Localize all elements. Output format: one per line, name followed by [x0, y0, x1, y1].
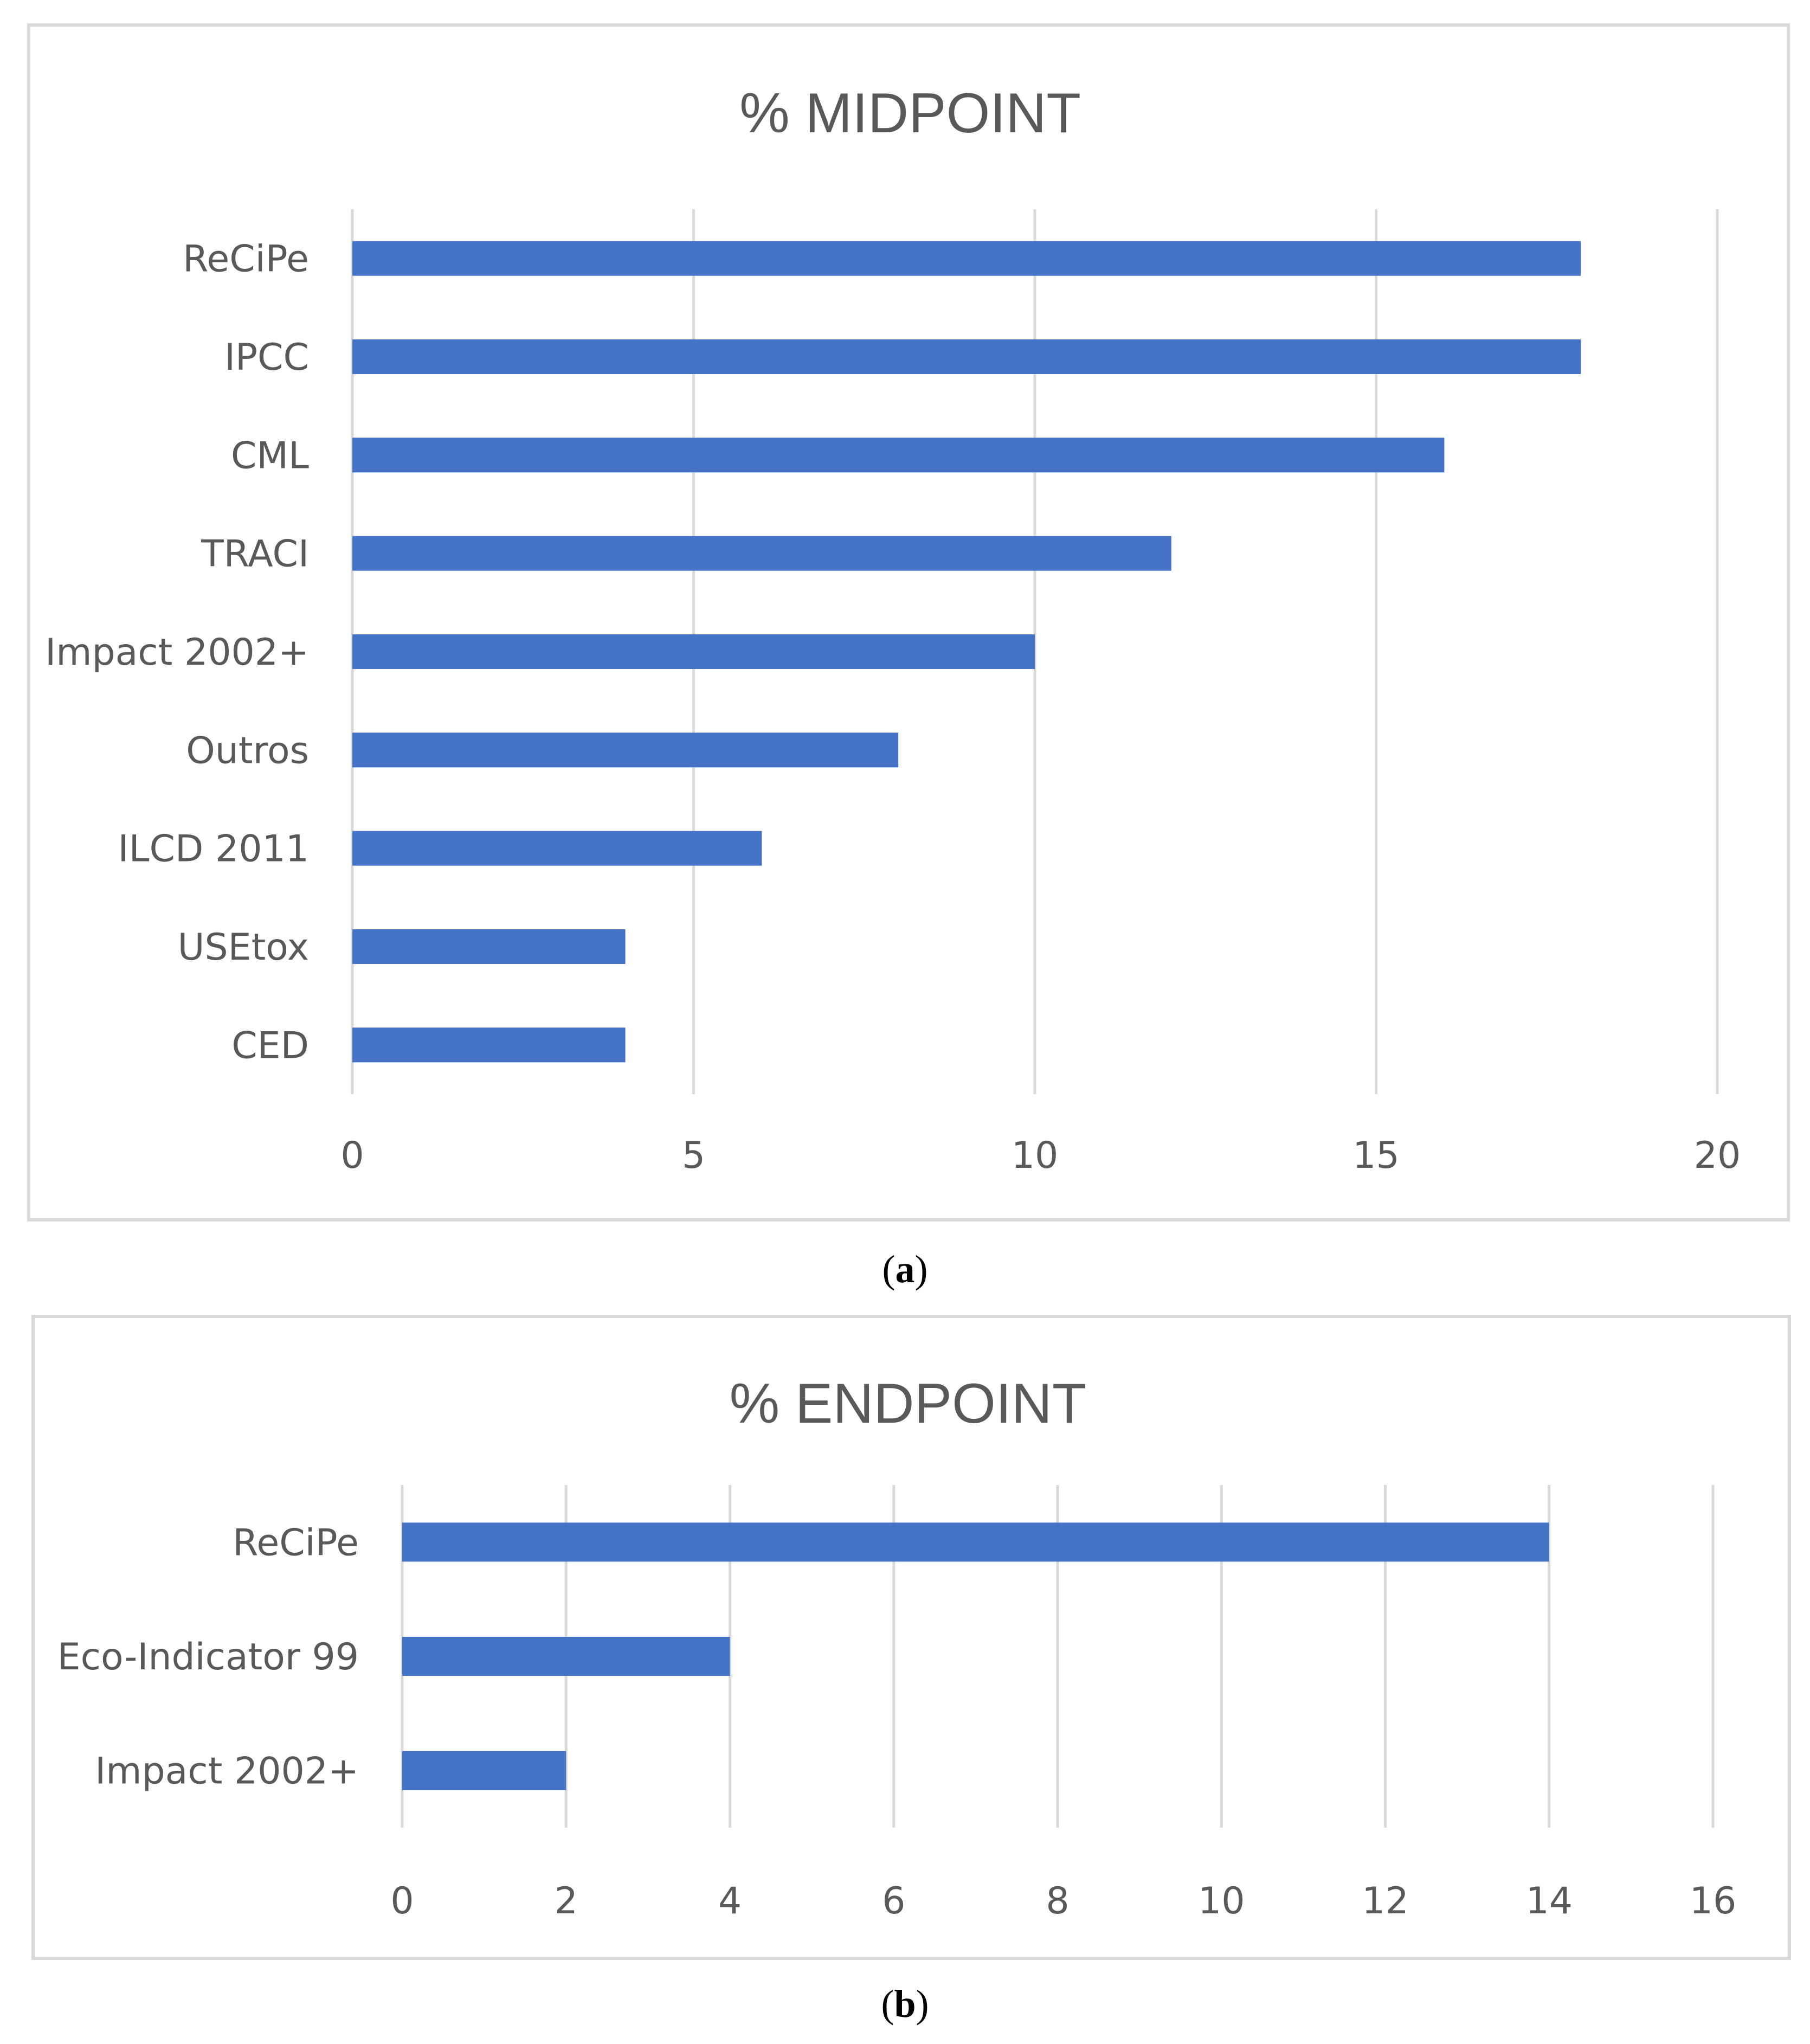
- figure-caption-b: (b): [881, 1982, 929, 2026]
- x-tick-label: 20: [1694, 1134, 1741, 1177]
- bar-impact-2002: [402, 1751, 566, 1790]
- midpoint-bar-chart: % MIDPOINT 0 5 10 15 20 ReCiPe IPCC CML TRACI Impa…: [45, 82, 1741, 1177]
- caption-letter-a: a: [895, 1248, 915, 1291]
- x-tick-label: 0: [390, 1880, 414, 1923]
- bar-eco-indicator-99: [402, 1637, 730, 1676]
- bar-recipe: [402, 1522, 1549, 1562]
- bar-ilcd-2011: [352, 831, 762, 866]
- x-tick-label: 8: [1046, 1880, 1069, 1923]
- bar-usetox: [352, 929, 626, 964]
- category-label: Impact 2002+: [95, 1750, 359, 1793]
- bar-ced: [352, 1027, 626, 1063]
- x-tick-label: 14: [1525, 1880, 1573, 1923]
- bar-ipcc: [352, 339, 1581, 374]
- category-label: ILCD 2011: [118, 828, 309, 871]
- bar-outros: [352, 732, 899, 768]
- figure-caption-a: (a): [882, 1248, 928, 1291]
- bar-recipe: [352, 241, 1581, 276]
- category-label: USEtox: [178, 926, 309, 969]
- category-label: IPCC: [224, 336, 309, 379]
- category-label: CML: [231, 434, 309, 477]
- x-tick-label: 10: [1198, 1880, 1245, 1923]
- chart-panel-endpoint: % ENDPOINT 0 2 4 6 8 10 12 14 16 ReCiPe Eco-Indicat…: [31, 1315, 1791, 1960]
- endpoint-bar-chart: % ENDPOINT 0 2 4 6 8 10 12 14 16 ReCiPe Eco-Indicat…: [57, 1372, 1737, 1923]
- category-label: ReCiPe: [183, 238, 309, 281]
- category-label: Impact 2002+: [45, 631, 309, 674]
- x-tick-label: 5: [682, 1134, 705, 1177]
- category-label: ReCiPe: [233, 1521, 359, 1564]
- category-label: Eco-Indicator 99: [57, 1636, 359, 1679]
- bar-traci: [352, 536, 1171, 571]
- caption-letter-b: b: [894, 1982, 916, 2026]
- bar-cml: [352, 438, 1445, 473]
- x-tick-label: 2: [555, 1880, 578, 1923]
- x-tick-label: 6: [882, 1880, 905, 1923]
- x-tick-label: 0: [340, 1134, 364, 1177]
- category-label: Outros: [186, 729, 309, 772]
- x-tick-label: 15: [1352, 1134, 1400, 1177]
- bar-impact-2002: [352, 634, 1035, 669]
- category-label: CED: [231, 1024, 309, 1067]
- chart-panel-midpoint: % MIDPOINT 0 5 10 15 20 ReCiPe IPCC CML TRACI Impa…: [27, 23, 1790, 1222]
- x-tick-label: 16: [1690, 1880, 1737, 1923]
- x-tick-label: 12: [1362, 1880, 1409, 1923]
- chart-title: % MIDPOINT: [739, 82, 1081, 145]
- x-tick-label: 4: [718, 1880, 742, 1923]
- category-label: TRACI: [201, 533, 309, 576]
- chart-title: % ENDPOINT: [730, 1372, 1087, 1435]
- x-tick-label: 10: [1012, 1134, 1059, 1177]
